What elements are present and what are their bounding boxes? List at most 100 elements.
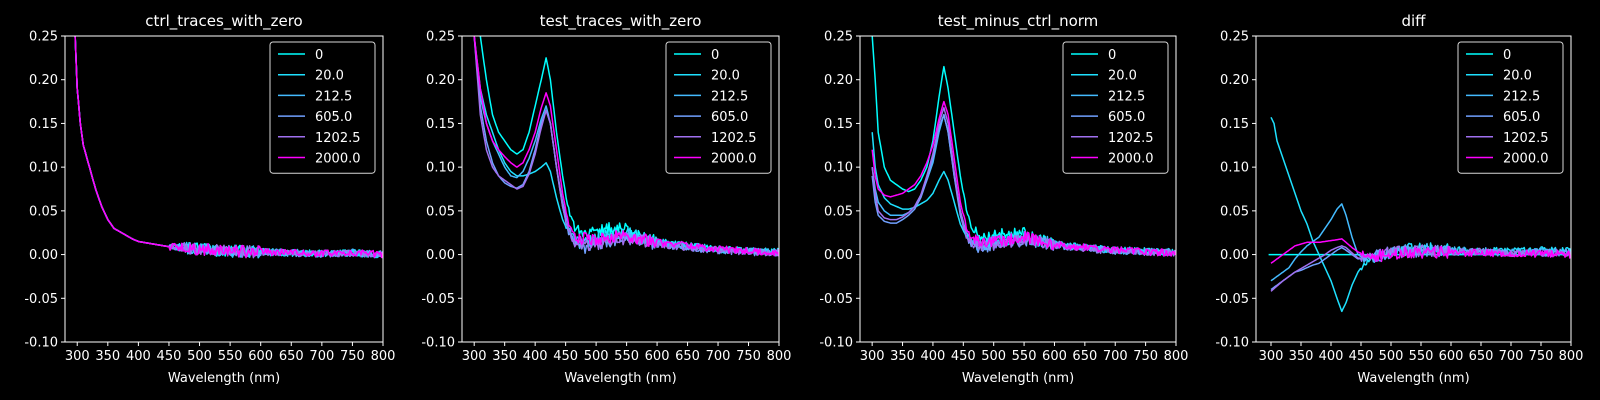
legend-entry: 2000.0 — [711, 152, 757, 167]
x-tick-label: 550 — [218, 349, 243, 364]
x-tick-label: 400 — [1319, 349, 1344, 364]
x-axis-label: Wavelength (nm) — [168, 371, 280, 386]
y-tick-label: 0.00 — [29, 248, 58, 263]
y-tick-label: 0.15 — [426, 117, 455, 132]
y-tick-label: -0.10 — [421, 336, 455, 351]
y-tick-label: -0.05 — [1215, 292, 1249, 307]
y-tick-label: 0.00 — [426, 248, 455, 263]
x-tick-label: 350 — [492, 349, 517, 364]
x-tick-label: 700 — [1103, 349, 1128, 364]
chart-title: diff — [1401, 12, 1426, 30]
chart-title: test_traces_with_zero — [540, 12, 702, 31]
series-line-2000.0 — [1270, 238, 1571, 264]
y-tick-label: -0.10 — [24, 336, 58, 351]
y-tick-label: -0.10 — [1215, 336, 1249, 351]
y-tick-label: 0.10 — [426, 161, 455, 176]
series-line-605.0 — [473, 36, 779, 257]
x-tick-label: 300 — [65, 349, 90, 364]
x-tick-label: 400 — [126, 349, 151, 364]
series-group — [1268, 116, 1571, 313]
y-tick-label: -0.05 — [819, 292, 853, 307]
x-tick-label: 500 — [981, 349, 1006, 364]
legend-entry: 1202.5 — [1503, 131, 1549, 146]
x-tick-label: 450 — [951, 349, 976, 364]
x-tick-label: 300 — [462, 349, 487, 364]
x-tick-label: 400 — [921, 349, 946, 364]
legend-entry: 1202.5 — [1108, 131, 1154, 146]
axes-frame — [461, 35, 780, 343]
legend-entry: 212.5 — [315, 89, 352, 104]
x-tick-label: 750 — [736, 349, 761, 364]
y-tick-label: 0.15 — [824, 117, 853, 132]
legend-entry: 2000.0 — [1108, 152, 1154, 167]
series-group — [473, 36, 779, 257]
x-tick-label: 350 — [890, 349, 915, 364]
x-tick-label: 700 — [1499, 349, 1524, 364]
series-line-2000.0 — [473, 36, 779, 257]
legend-entry: 0 — [1503, 48, 1511, 63]
x-tick-label: 550 — [1012, 349, 1037, 364]
x-tick-label: 750 — [1529, 349, 1554, 364]
legend-entry: 605.0 — [711, 110, 748, 125]
legend-entry: 20.0 — [1503, 69, 1532, 84]
y-tick-label: -0.05 — [24, 292, 58, 307]
legend-entry: 20.0 — [711, 69, 740, 84]
legend-entry: 0 — [1108, 48, 1116, 63]
y-tick-label: 0.05 — [824, 204, 853, 219]
chart-panel-1: ctrl_traces_with_zero 300 350 400 450 500 550 6… — [24, 12, 395, 386]
x-tick-label: 800 — [371, 349, 396, 364]
chart-panel-2: test_traces_with_zero 300 350 400 450 500 550 6… — [421, 12, 791, 386]
legend-entry: 20.0 — [1108, 69, 1137, 84]
y-tick-label: 0.10 — [29, 161, 58, 176]
x-tick-label: 550 — [1409, 349, 1434, 364]
x-tick-label: 450 — [1349, 349, 1374, 364]
x-tick-label: 500 — [1379, 349, 1404, 364]
legend: 0 20.0 212.5 605.0 1202.5 2000.0 — [269, 41, 376, 174]
legend-entry: 212.5 — [1503, 89, 1540, 104]
legend-entry: 212.5 — [1108, 89, 1145, 104]
series-line-2000.0 — [871, 100, 1176, 257]
legend-entry: 0 — [315, 48, 323, 63]
chart-panel-3: test_minus_ctrl_norm 300 350 400 450 500 550 60… — [819, 12, 1188, 386]
x-tick-label: 650 — [1469, 349, 1494, 364]
x-tick-label: 800 — [1559, 349, 1584, 364]
y-tick-label: 0.25 — [426, 30, 455, 45]
axes-frame — [859, 35, 1177, 343]
series-line-1202.5 — [1270, 244, 1571, 292]
y-tick-label: -0.10 — [819, 336, 853, 351]
x-tick-label: 450 — [157, 349, 182, 364]
x-tick-label: 500 — [187, 349, 212, 364]
legend: 0 20.0 212.5 605.0 1202.5 2000.0 — [665, 41, 772, 174]
legend-entry: 605.0 — [1503, 110, 1540, 125]
series-line-2000.0 — [74, 36, 383, 259]
x-tick-label: 600 — [1042, 349, 1067, 364]
y-tick-label: 0.20 — [426, 73, 455, 88]
chart-title: test_minus_ctrl_norm — [938, 12, 1099, 31]
x-tick-label: 800 — [767, 349, 792, 364]
x-tick-label: 600 — [645, 349, 670, 364]
y-tick-label: 0.20 — [824, 73, 853, 88]
y-tick-label: 0.05 — [426, 204, 455, 219]
y-tick-label: 0.00 — [1220, 248, 1249, 263]
x-tick-label: 600 — [248, 349, 273, 364]
y-tick-label: -0.05 — [421, 292, 455, 307]
x-tick-label: 450 — [553, 349, 578, 364]
y-tick-label: 0.05 — [29, 204, 58, 219]
legend: 0 20.0 212.5 605.0 1202.5 2000.0 — [1457, 41, 1564, 174]
x-tick-label: 650 — [675, 349, 700, 364]
x-tick-label: 700 — [309, 349, 334, 364]
legend-entry: 212.5 — [711, 89, 748, 104]
legend-entry: 20.0 — [315, 69, 344, 84]
series-group — [871, 36, 1176, 257]
y-tick-label: 0.15 — [29, 117, 58, 132]
y-tick-label: 0.10 — [1220, 161, 1249, 176]
x-axis-label: Wavelength (nm) — [962, 371, 1074, 386]
x-tick-label: 350 — [95, 349, 120, 364]
x-tick-label: 600 — [1439, 349, 1464, 364]
y-tick-label: 0.25 — [29, 30, 58, 45]
x-tick-label: 650 — [279, 349, 304, 364]
x-tick-label: 400 — [523, 349, 548, 364]
x-tick-label: 750 — [1133, 349, 1158, 364]
x-tick-label: 800 — [1164, 349, 1189, 364]
x-tick-label: 500 — [584, 349, 609, 364]
